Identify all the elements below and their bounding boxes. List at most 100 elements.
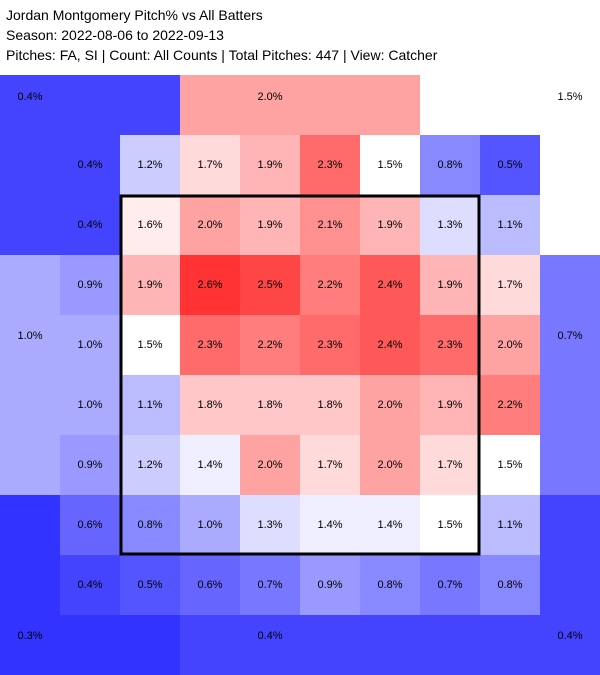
heatmap-cell [60, 375, 120, 435]
cell-value-label: 2.0% [257, 459, 282, 471]
heatmap-cell [120, 435, 180, 495]
heatmap-cell [300, 195, 360, 255]
heatmap-cell [360, 495, 420, 555]
heatmap-cell [360, 255, 420, 315]
heatmap-cell [180, 555, 240, 615]
cell-value-label: 2.0% [497, 339, 522, 351]
chart-filters: Pitches: FA, SI | Count: All Counts | To… [6, 47, 438, 63]
cell-value-label: 0.8% [437, 159, 462, 171]
cell-value-label: 0.9% [77, 459, 102, 471]
heatmap-cell [180, 435, 240, 495]
heatmap-cell [480, 135, 540, 195]
cell-value-label: 0.4% [77, 579, 102, 591]
heatmap-cell [240, 495, 300, 555]
heatmap-cell [120, 375, 180, 435]
cell-value-label: 2.3% [317, 159, 342, 171]
heatmap-cell [360, 135, 420, 195]
heatmap-cell [300, 375, 360, 435]
heatmap-cell [60, 255, 120, 315]
cell-value-label: 1.5% [137, 339, 162, 351]
cell-value-label: 1.7% [497, 279, 522, 291]
cell-value-label: 1.2% [137, 459, 162, 471]
heatmap-cell [420, 255, 480, 315]
cell-value-label: 1.8% [197, 399, 222, 411]
outer-label-left: 1.0% [17, 330, 42, 342]
cell-value-label: 1.9% [377, 219, 402, 231]
heatmap-cell [360, 435, 420, 495]
cell-value-label: 2.6% [197, 279, 222, 291]
heatmap-cell [360, 375, 420, 435]
outer-label-top-left: 0.4% [17, 91, 42, 103]
cell-value-label: 0.5% [497, 159, 522, 171]
outer-zone-top-right [420, 75, 600, 255]
heatmap-cell [120, 135, 180, 195]
heatmap-cell [180, 135, 240, 195]
heatmap-cell [300, 135, 360, 195]
heatmap-cell [180, 255, 240, 315]
cell-value-label: 2.3% [197, 339, 222, 351]
heatmap-cell [120, 315, 180, 375]
cell-value-label: 1.9% [437, 279, 462, 291]
heatmap-cell [300, 435, 360, 495]
cell-value-label: 1.7% [317, 459, 342, 471]
cell-value-label: 1.3% [257, 519, 282, 531]
heatmap-cell [120, 195, 180, 255]
cell-value-label: 0.9% [77, 279, 102, 291]
heatmap-cell [420, 555, 480, 615]
cell-value-label: 1.7% [437, 459, 462, 471]
heatmap-cell [60, 135, 120, 195]
cell-value-label: 2.3% [437, 339, 462, 351]
heatmap-cell [120, 555, 180, 615]
cell-value-label: 1.9% [257, 159, 282, 171]
heatmap-cell [360, 195, 420, 255]
cell-value-label: 1.0% [77, 399, 102, 411]
heatmap-cell [420, 315, 480, 375]
cell-value-label: 1.1% [497, 219, 522, 231]
heatmap-cell [240, 255, 300, 315]
cell-value-label: 2.0% [377, 399, 402, 411]
strike-zone-box [119, 194, 481, 556]
heatmap-cell [180, 375, 240, 435]
cell-value-label: 1.4% [197, 459, 222, 471]
cell-value-label: 1.2% [137, 159, 162, 171]
cell-value-label: 0.4% [77, 159, 102, 171]
outer-zone-bottom-left [0, 495, 180, 675]
heatmap-cell [300, 555, 360, 615]
chart-header: Jordan Montgomery Pitch% vs All Batters … [6, 5, 437, 65]
cell-value-label: 2.2% [257, 339, 282, 351]
cell-value-label: 1.3% [437, 219, 462, 231]
heatmap-cell [480, 255, 540, 315]
cell-value-label: 1.6% [137, 219, 162, 231]
heatmap-cell [420, 135, 480, 195]
heatmap-cell [240, 195, 300, 255]
outer-zone-right [540, 255, 600, 495]
cell-value-label: 1.0% [197, 519, 222, 531]
heatmap-cell [120, 255, 180, 315]
heatmap-cell [420, 495, 480, 555]
outer-zone-bottom-right [420, 495, 600, 675]
cell-value-label: 2.4% [377, 279, 402, 291]
cell-value-label: 2.2% [317, 279, 342, 291]
heatmap-cell [300, 315, 360, 375]
cell-value-label: 2.0% [377, 459, 402, 471]
outer-label-top: 2.0% [257, 91, 282, 103]
cell-value-label: 1.5% [497, 459, 522, 471]
outer-label-bottom-left: 0.3% [17, 630, 42, 642]
outer-zone-top-left [0, 75, 180, 255]
heatmap-cell [180, 495, 240, 555]
cell-value-label: 2.3% [317, 339, 342, 351]
cell-value-label: 1.8% [317, 399, 342, 411]
heatmap-cell [480, 195, 540, 255]
heatmap-cell [480, 555, 540, 615]
heatmap-cell [60, 315, 120, 375]
cell-value-label: 0.8% [377, 579, 402, 591]
heatmap-cell [480, 435, 540, 495]
cell-value-label: 2.0% [197, 219, 222, 231]
cell-value-label: 1.9% [137, 279, 162, 291]
heatmap-cell [300, 495, 360, 555]
outer-zone-left [0, 255, 60, 495]
cell-value-label: 0.6% [77, 519, 102, 531]
cell-value-label: 1.9% [437, 399, 462, 411]
heatmap-cell [60, 195, 120, 255]
